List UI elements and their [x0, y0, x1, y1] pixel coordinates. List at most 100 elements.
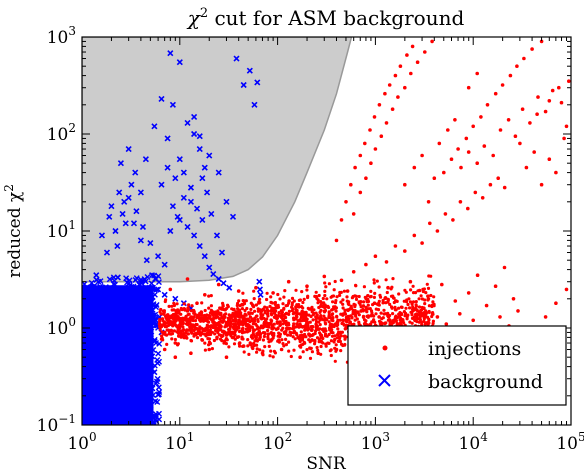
injection-point [323, 316, 328, 321]
injection-band-point [328, 323, 332, 327]
injection-point [426, 200, 431, 204]
injection-band-point [278, 297, 282, 301]
injection-band-point [289, 331, 293, 335]
background-point [137, 237, 144, 244]
injection-band-point [281, 302, 285, 306]
injection-band-point [265, 291, 269, 295]
injection-point [422, 306, 426, 311]
injection-band-point [330, 313, 334, 317]
cluster-marker [88, 279, 95, 286]
injection-band-point [284, 343, 288, 347]
cluster-marker [83, 363, 90, 370]
injection-band-point [211, 313, 215, 317]
injection-band-point [329, 353, 333, 358]
injection-band-point [292, 311, 296, 315]
injection-band-point [218, 317, 222, 321]
injection-band-point [221, 301, 225, 305]
background-point [184, 223, 191, 231]
injection-band-point [338, 318, 342, 322]
injection-band-point [409, 310, 413, 314]
injection-point [390, 320, 395, 324]
injection-band-point [316, 316, 320, 320]
injection-band-point [280, 312, 284, 316]
injection-point [334, 238, 339, 243]
injection-band-point [324, 285, 328, 289]
injection-point [543, 315, 548, 319]
injection-band-point [415, 312, 419, 316]
cluster-marker [96, 346, 103, 353]
injection-band-point [170, 337, 174, 341]
injection-band-point [167, 332, 171, 336]
injection-band-point [420, 320, 424, 324]
injection-band-point [221, 330, 225, 334]
injection-band-point [176, 342, 180, 346]
injection-band-point [323, 293, 327, 298]
injection-point [358, 153, 363, 158]
injection-band-point [388, 302, 392, 306]
injection-band-point [387, 313, 392, 318]
injection-band-point [386, 297, 390, 301]
cluster-marker [152, 398, 159, 405]
injection-band-point [263, 309, 267, 313]
background-point [201, 164, 208, 171]
cluster-marker [121, 293, 128, 300]
background-point [142, 363, 149, 370]
injection-band-point [326, 304, 330, 308]
cluster-marker [94, 313, 101, 320]
injection-point [435, 229, 440, 233]
cluster-marker [103, 358, 110, 365]
injection-band-point [357, 320, 361, 324]
injection-point [364, 176, 368, 180]
background-point [187, 198, 195, 205]
injection-band-point [362, 300, 366, 304]
injection-point [539, 182, 544, 187]
injection-band-point [394, 314, 398, 318]
injection-point [493, 284, 498, 289]
injection-band-point [319, 344, 323, 349]
injection-band-point [293, 337, 297, 341]
cluster-marker [110, 294, 117, 301]
injection-point [550, 88, 555, 93]
injection-band-point [431, 300, 435, 304]
cluster-marker [130, 412, 137, 418]
injection-point [379, 134, 384, 138]
background-point [180, 194, 187, 201]
injection-band-point [350, 307, 354, 311]
injection-band-point [182, 302, 186, 306]
injection-band-point [383, 296, 388, 300]
injection-point [372, 301, 377, 306]
injection-point [562, 136, 566, 141]
background-point [206, 264, 213, 271]
background-point [215, 275, 222, 283]
injection-point [168, 315, 173, 319]
cluster-marker [96, 296, 103, 303]
injection-band-point [207, 320, 211, 324]
injection-band-point [372, 278, 376, 282]
injection-point [316, 351, 321, 356]
injection-band-point [254, 303, 258, 307]
injection-band-point [276, 327, 280, 331]
cluster-marker [99, 289, 106, 296]
injection-band-point [310, 333, 314, 338]
background-point [86, 375, 93, 382]
cluster-marker [111, 384, 118, 391]
injection-band-point [373, 291, 377, 295]
injection-band-point [258, 297, 262, 301]
background-point [256, 286, 264, 293]
injection-point [564, 287, 569, 292]
injection-band-point [301, 336, 305, 340]
injection-band-point [406, 313, 410, 317]
background-point [151, 369, 158, 376]
injection-band-point [291, 307, 295, 311]
injection-band-point [277, 340, 281, 344]
injection-band-point [174, 309, 178, 313]
cluster-marker [150, 346, 157, 353]
injection-band-point [162, 312, 166, 316]
cluster-marker [139, 394, 146, 401]
cluster-marker [113, 339, 120, 346]
injection-point [464, 136, 469, 141]
injection-band-point [209, 308, 213, 312]
cluster-marker [127, 337, 134, 344]
injection-band-point [210, 318, 214, 322]
